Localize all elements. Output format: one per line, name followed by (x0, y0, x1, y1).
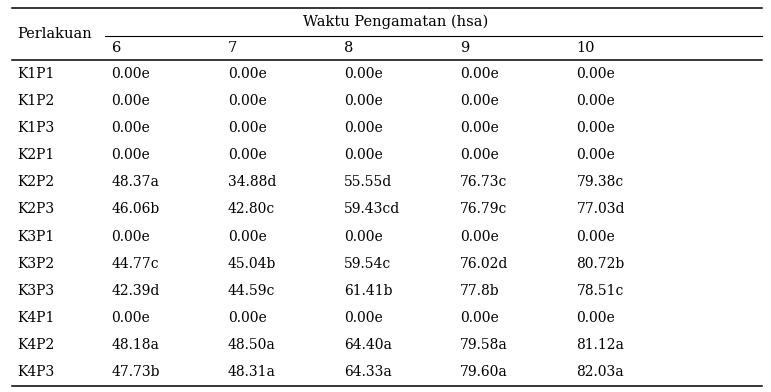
Text: 0.00e: 0.00e (577, 67, 615, 81)
Text: 79.60a: 79.60a (460, 365, 508, 379)
Text: 42.39d: 42.39d (112, 284, 160, 298)
Text: 0.00e: 0.00e (577, 311, 615, 325)
Text: 44.77c: 44.77c (112, 257, 159, 271)
Text: 76.02d: 76.02d (460, 257, 509, 271)
Text: 0.00e: 0.00e (227, 230, 267, 243)
Text: 59.54c: 59.54c (344, 257, 392, 271)
Text: 0.00e: 0.00e (227, 67, 267, 81)
Text: 55.55d: 55.55d (344, 175, 392, 189)
Text: 0.00e: 0.00e (112, 67, 150, 81)
Text: 82.03a: 82.03a (577, 365, 625, 379)
Text: 0.00e: 0.00e (577, 230, 615, 243)
Text: 48.50a: 48.50a (227, 338, 275, 352)
Text: 0.00e: 0.00e (344, 94, 383, 108)
Text: K2P3: K2P3 (18, 202, 55, 216)
Text: 7: 7 (227, 41, 237, 55)
Text: K4P2: K4P2 (18, 338, 55, 352)
Text: 64.33a: 64.33a (344, 365, 392, 379)
Text: 0.00e: 0.00e (344, 67, 383, 81)
Text: K3P3: K3P3 (18, 284, 55, 298)
Text: 34.88d: 34.88d (227, 175, 276, 189)
Text: 0.00e: 0.00e (227, 121, 267, 135)
Text: 0.00e: 0.00e (227, 311, 267, 325)
Text: Waktu Pengamatan (hsa): Waktu Pengamatan (hsa) (304, 15, 489, 29)
Text: 0.00e: 0.00e (460, 230, 499, 243)
Text: 8: 8 (344, 41, 353, 55)
Text: 0.00e: 0.00e (460, 67, 499, 81)
Text: 9: 9 (460, 41, 470, 55)
Text: 0.00e: 0.00e (460, 94, 499, 108)
Text: 0.00e: 0.00e (344, 148, 383, 162)
Text: 47.73b: 47.73b (112, 365, 160, 379)
Text: K2P2: K2P2 (18, 175, 55, 189)
Text: 80.72b: 80.72b (577, 257, 625, 271)
Text: Perlakuan: Perlakuan (18, 27, 93, 41)
Text: K4P3: K4P3 (18, 365, 55, 379)
Text: 0.00e: 0.00e (112, 311, 150, 325)
Text: K3P1: K3P1 (18, 230, 55, 243)
Text: 0.00e: 0.00e (577, 121, 615, 135)
Text: K1P3: K1P3 (18, 121, 55, 135)
Text: 77.8b: 77.8b (460, 284, 500, 298)
Text: 6: 6 (112, 41, 121, 55)
Text: 79.58a: 79.58a (460, 338, 508, 352)
Text: 0.00e: 0.00e (112, 148, 150, 162)
Text: 81.12a: 81.12a (577, 338, 625, 352)
Text: 45.04b: 45.04b (227, 257, 276, 271)
Text: K3P2: K3P2 (18, 257, 55, 271)
Text: 0.00e: 0.00e (460, 311, 499, 325)
Text: 77.03d: 77.03d (577, 202, 625, 216)
Text: 76.79c: 76.79c (460, 202, 508, 216)
Text: 0.00e: 0.00e (344, 121, 383, 135)
Text: 46.06b: 46.06b (112, 202, 160, 216)
Text: 79.38c: 79.38c (577, 175, 624, 189)
Text: 48.37a: 48.37a (112, 175, 160, 189)
Text: 48.31a: 48.31a (227, 365, 276, 379)
Text: 44.59c: 44.59c (227, 284, 275, 298)
Text: 0.00e: 0.00e (460, 148, 499, 162)
Text: 0.00e: 0.00e (112, 230, 150, 243)
Text: 78.51c: 78.51c (577, 284, 624, 298)
Text: 0.00e: 0.00e (577, 148, 615, 162)
Text: 0.00e: 0.00e (227, 94, 267, 108)
Text: 0.00e: 0.00e (227, 148, 267, 162)
Text: 0.00e: 0.00e (112, 94, 150, 108)
Text: 0.00e: 0.00e (460, 121, 499, 135)
Text: 0.00e: 0.00e (344, 230, 383, 243)
Text: 64.40a: 64.40a (344, 338, 392, 352)
Text: 0.00e: 0.00e (577, 94, 615, 108)
Text: K2P1: K2P1 (18, 148, 55, 162)
Text: 61.41b: 61.41b (344, 284, 392, 298)
Text: 0.00e: 0.00e (344, 311, 383, 325)
Text: 0.00e: 0.00e (112, 121, 150, 135)
Text: 76.73c: 76.73c (460, 175, 508, 189)
Text: K4P1: K4P1 (18, 311, 55, 325)
Text: 42.80c: 42.80c (227, 202, 275, 216)
Text: K1P2: K1P2 (18, 94, 55, 108)
Text: 59.43cd: 59.43cd (344, 202, 400, 216)
Text: 48.18a: 48.18a (112, 338, 160, 352)
Text: 10: 10 (577, 41, 595, 55)
Text: K1P1: K1P1 (18, 67, 55, 81)
